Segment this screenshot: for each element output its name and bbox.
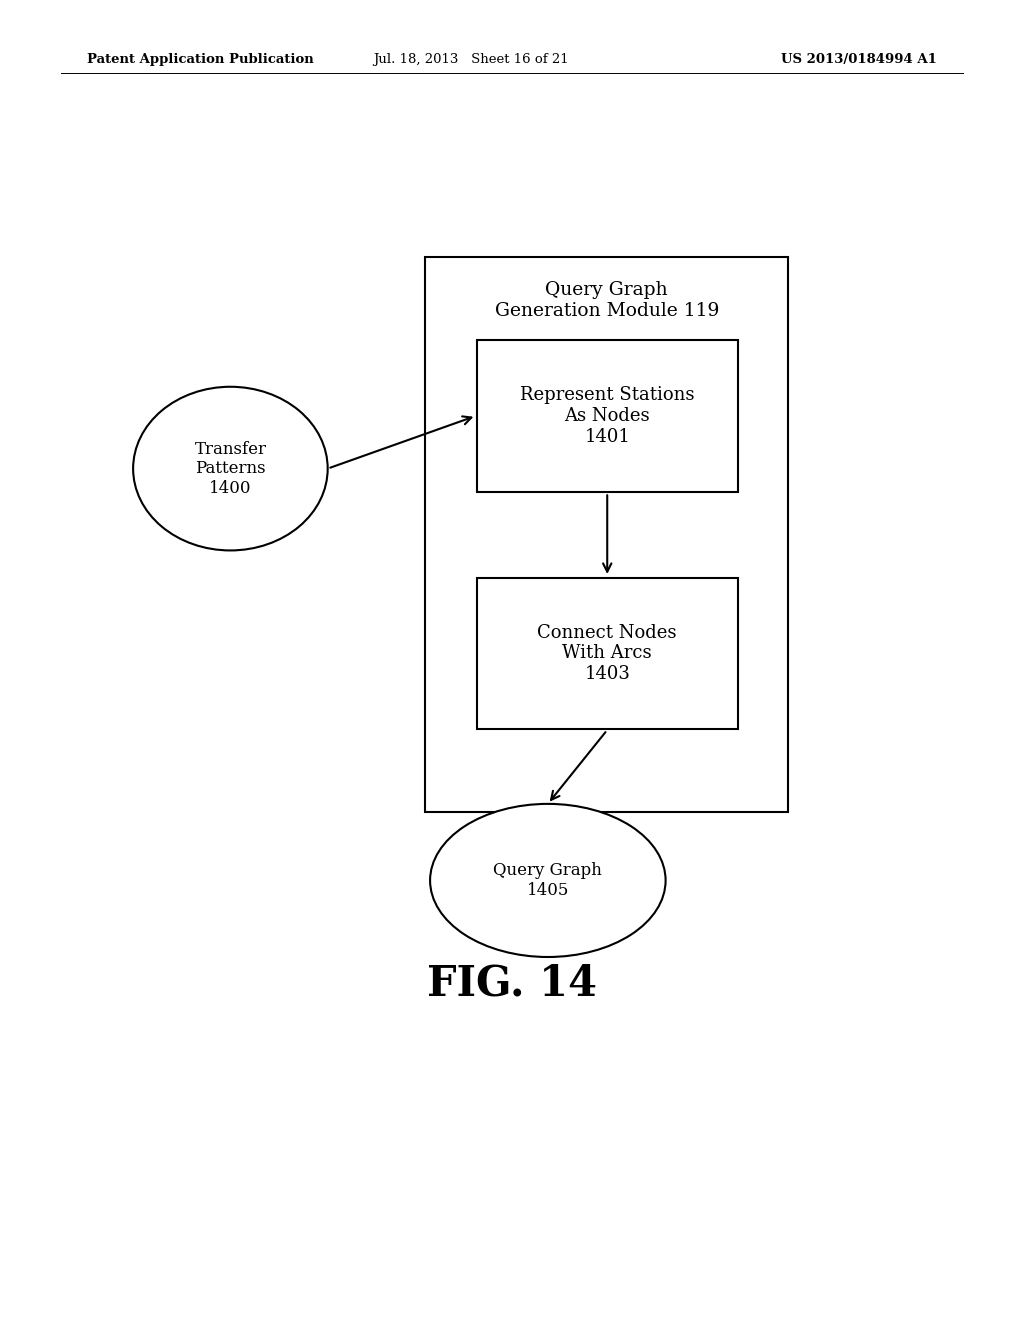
Text: US 2013/0184994 A1: US 2013/0184994 A1: [781, 53, 937, 66]
Ellipse shape: [430, 804, 666, 957]
Text: Transfer
Patterns
1400: Transfer Patterns 1400: [195, 441, 266, 496]
Text: FIG. 14: FIG. 14: [427, 962, 597, 1005]
Text: Connect Nodes
With Arcs
1403: Connect Nodes With Arcs 1403: [538, 623, 677, 684]
Text: Jul. 18, 2013   Sheet 16 of 21: Jul. 18, 2013 Sheet 16 of 21: [373, 53, 569, 66]
Text: Query Graph
Generation Module 119: Query Graph Generation Module 119: [495, 281, 719, 319]
Bar: [476, 339, 737, 491]
Bar: [476, 578, 737, 729]
Text: Represent Stations
As Nodes
1401: Represent Stations As Nodes 1401: [520, 385, 694, 446]
Ellipse shape: [133, 387, 328, 550]
Text: Query Graph
1405: Query Graph 1405: [494, 862, 602, 899]
Text: Patent Application Publication: Patent Application Publication: [87, 53, 313, 66]
Bar: [425, 257, 788, 812]
